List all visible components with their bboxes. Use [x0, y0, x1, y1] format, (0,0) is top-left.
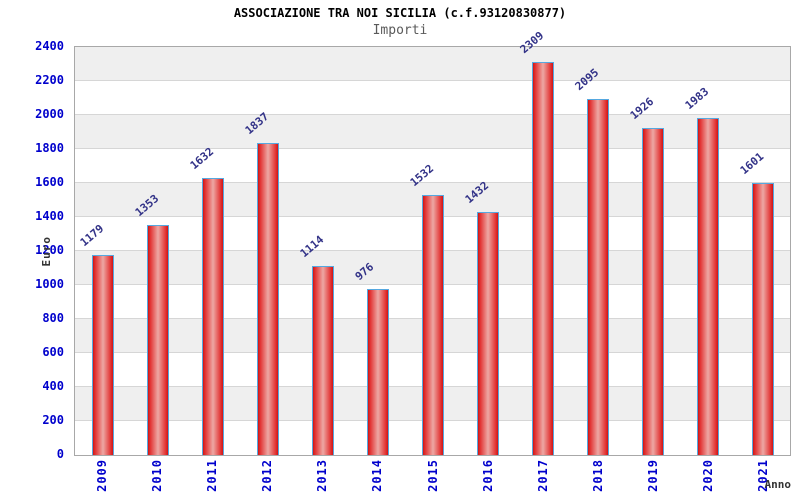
bar-value-label: 1926 — [627, 95, 656, 122]
bar-slot: 1114 — [295, 47, 350, 455]
bar-value-label: 976 — [352, 260, 376, 283]
bar-slot: 1353 — [130, 47, 185, 455]
bar-value-label: 1601 — [737, 150, 766, 177]
y-axis-tick-label: 1800 — [35, 141, 64, 155]
y-axis-tick-label: 1200 — [35, 243, 64, 257]
x-axis-tick-label: 2010 — [149, 459, 164, 492]
x-axis-tick-label: 2011 — [204, 459, 219, 492]
x-slot: 2011 — [184, 459, 239, 499]
x-slot: 2010 — [129, 459, 184, 499]
bar-slot: 1179 — [75, 47, 130, 455]
y-axis-tick-label: 600 — [42, 345, 64, 359]
bar-value-label: 1983 — [682, 85, 711, 112]
y-axis-tick-label: 800 — [42, 311, 64, 325]
bar-slot: 976 — [350, 47, 405, 455]
y-axis-tick-label: 2200 — [35, 73, 64, 87]
x-axis-title: Anno — [764, 478, 792, 491]
bar-value-label: 1632 — [187, 145, 216, 172]
bar-2016 — [476, 212, 499, 455]
bar-slot: 1926 — [625, 47, 680, 455]
grid-band — [75, 47, 790, 81]
bar-slot: 1837 — [240, 47, 295, 455]
y-axis-tick-label: 2000 — [35, 107, 64, 121]
y-axis-title: Euro — [40, 236, 53, 267]
bar-slot: 1432 — [460, 47, 515, 455]
x-axis-tick-label: 2009 — [94, 459, 109, 492]
grid-band — [75, 115, 790, 149]
x-slot: 2019 — [626, 459, 681, 499]
bar-slot: 2309 — [515, 29, 570, 455]
bar-slot: 1983 — [680, 47, 735, 455]
chart-subtitle: Importi — [372, 23, 428, 38]
x-slot: 2020 — [681, 459, 736, 499]
bar-2009 — [91, 255, 114, 455]
x-slot: 2015 — [405, 459, 460, 499]
bar-slot: 1601 — [735, 47, 790, 455]
x-axis-tick-label: 2013 — [315, 459, 330, 492]
bar-value-label: 2095 — [572, 66, 601, 93]
y-axis-tick-label: 200 — [42, 413, 64, 427]
x-slot: 2016 — [460, 459, 515, 499]
x-axis-tick-label: 2014 — [370, 459, 385, 492]
x-slot: 2014 — [350, 459, 405, 499]
x-axis-tick-label: 2020 — [701, 459, 716, 492]
x-slot: 2018 — [570, 459, 625, 499]
bar-value-label: 1353 — [132, 192, 161, 219]
bar-value-label: 1114 — [297, 233, 326, 260]
x-slot: 2009 — [74, 459, 129, 499]
x-axis-tick-label: 2012 — [260, 459, 275, 492]
y-axis-tick-label: 400 — [42, 379, 64, 393]
bar-slot: 1532 — [405, 47, 460, 455]
y-axis-tick-label: 0 — [56, 447, 64, 461]
bar-2021 — [751, 183, 774, 455]
x-slot: 2017 — [515, 459, 570, 499]
x-axis-tick-label: 2018 — [590, 459, 605, 492]
y-axis-tick-label: 1600 — [35, 175, 64, 189]
bar-2017 — [531, 62, 554, 455]
bar-2020 — [696, 118, 719, 455]
x-axis-tick-label: 2016 — [480, 459, 495, 492]
bar-2019 — [641, 128, 664, 455]
x-axis-tick-label: 2015 — [425, 459, 440, 492]
x-axis: 2009 2010 2011 2012 2013 2014 2015 2016 2017 2018… — [74, 459, 791, 499]
bar-2013 — [311, 266, 334, 455]
y-axis-tick-label: 1000 — [35, 277, 64, 291]
plot-area: 1179 1353 1632 1837 1114 976 1532 1432 2309 2095 1… — [74, 29, 791, 456]
bar-value-label: 1532 — [407, 162, 436, 189]
bars-container: 1179 1353 1632 1837 1114 976 1532 1432 2309 2095 1… — [75, 29, 790, 455]
x-axis-tick-label: 2019 — [646, 459, 661, 492]
chart-title: ASSOCIAZIONE TRA NOI SICILIA (c.f.931208… — [233, 6, 567, 20]
y-axis-tick-label: 2400 — [35, 39, 64, 53]
bar-slot: 1632 — [185, 47, 240, 455]
bar-2012 — [256, 143, 279, 455]
x-axis-tick-label: 2017 — [535, 459, 550, 492]
x-slot: 2013 — [295, 459, 350, 499]
bar-value-label: 1432 — [462, 179, 491, 206]
grid-band — [75, 149, 790, 183]
bar-slot: 2095 — [570, 47, 625, 455]
bar-value-label: 1179 — [77, 222, 106, 249]
bar-2011 — [201, 178, 224, 455]
x-slot: 2012 — [239, 459, 294, 499]
bar-value-label: 1837 — [242, 110, 271, 137]
bar-2010 — [146, 225, 169, 455]
bar-2018 — [586, 99, 609, 455]
bar-2014 — [366, 289, 389, 455]
grid-band — [75, 81, 790, 115]
y-axis-tick-label: 1400 — [35, 209, 64, 223]
bar-2015 — [421, 195, 444, 455]
